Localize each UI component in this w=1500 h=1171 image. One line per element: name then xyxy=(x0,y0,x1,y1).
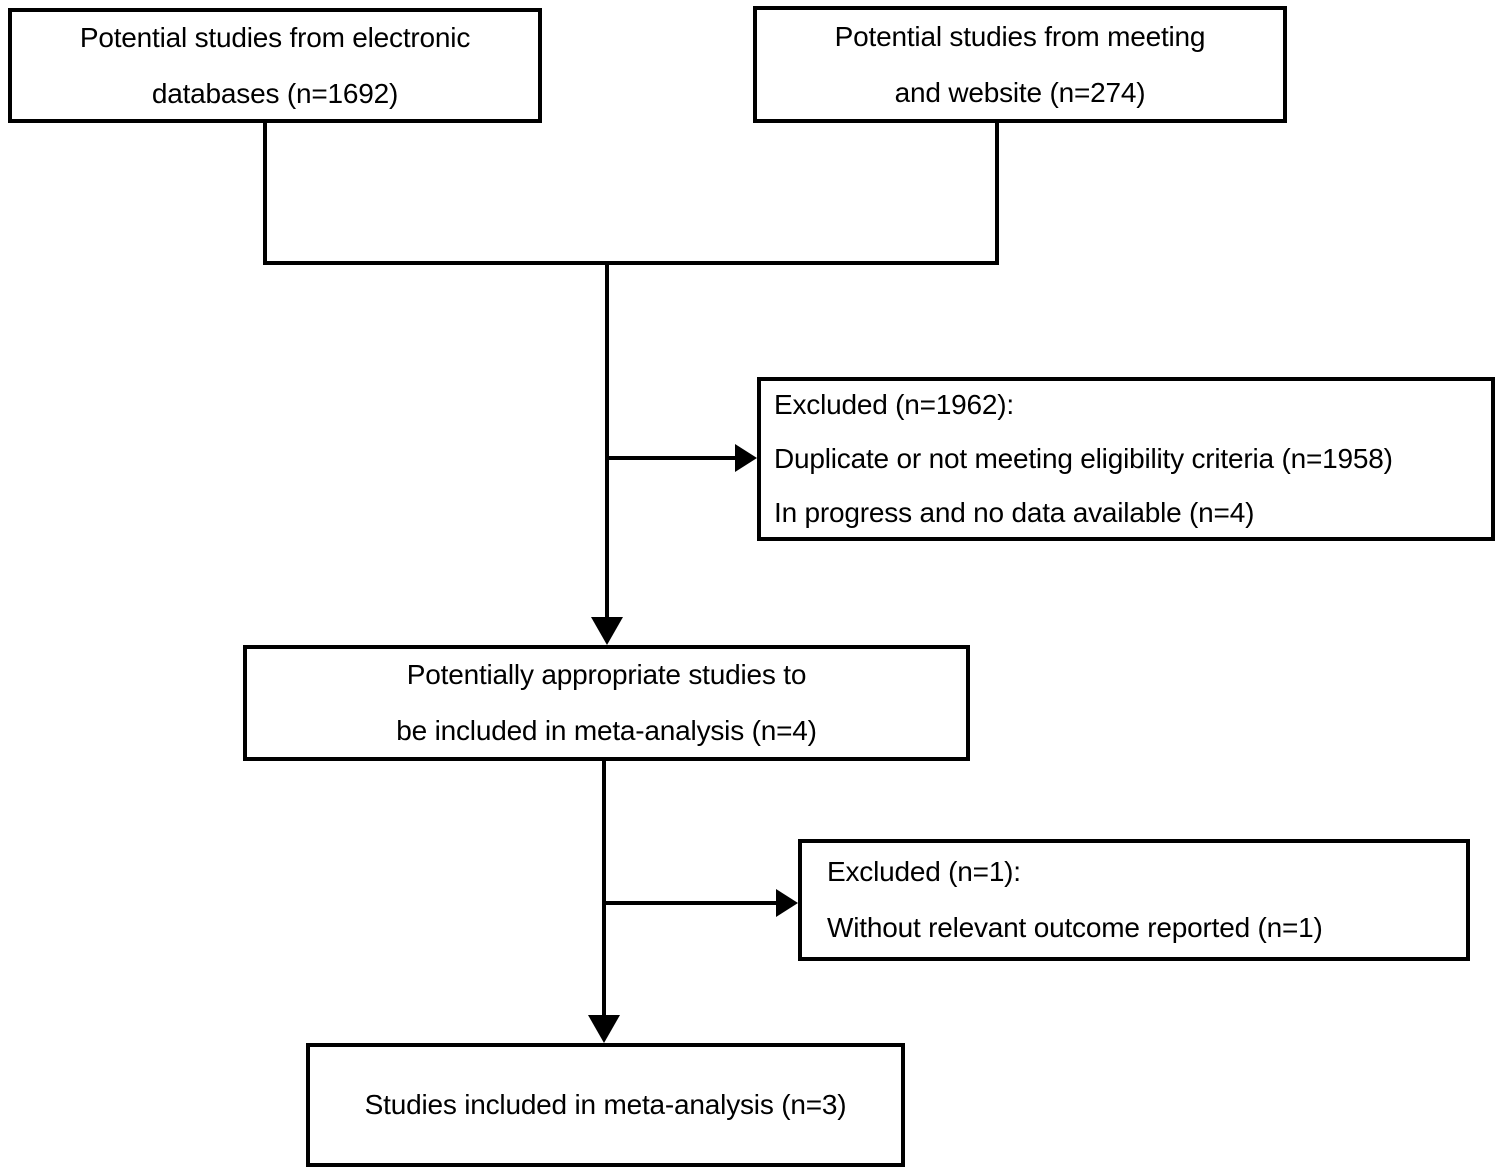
box-text-line: In progress and no data available (n=4) xyxy=(774,497,1255,528)
box-included-meta-analysis: Studies included in meta-analysis (n=3) xyxy=(306,1043,905,1167)
connector-electronic-down xyxy=(263,121,267,265)
box-text-line: Duplicate or not meeting eligibility cri… xyxy=(774,443,1393,474)
connector-branch-excluded-second xyxy=(602,901,777,905)
connector-meeting-down xyxy=(995,121,999,265)
arrowhead-into-included-icon xyxy=(588,1015,620,1043)
box-potentially-appropriate: Potentially appropriate studies to be in… xyxy=(243,645,970,761)
box-text-line: Potentially appropriate studies to xyxy=(406,659,807,690)
connector-merge-horizontal xyxy=(263,261,999,265)
box-excluded-second: Excluded (n=1): Without relevant outcome… xyxy=(798,839,1470,961)
arrowhead-into-excluded-first-icon xyxy=(735,444,757,472)
connector-branch-excluded-first xyxy=(605,456,737,460)
box-text-line: Without relevant outcome reported (n=1) xyxy=(827,912,1323,943)
connector-stem-screening xyxy=(605,261,609,617)
connector-stem-eligibility xyxy=(602,761,606,1015)
box-meeting-website: Potential studies from meeting and websi… xyxy=(753,6,1287,123)
box-text-line: Studies included in meta-analysis (n=3) xyxy=(364,1089,847,1120)
box-text-line: databases (n=1692) xyxy=(151,77,399,109)
box-text-line: be included in meta-analysis (n=4) xyxy=(396,715,817,746)
box-text-line: Potential studies from meeting xyxy=(834,20,1206,52)
box-text-line: and website (n=274) xyxy=(894,76,1146,108)
box-text-line: Excluded (n=1): xyxy=(827,856,1021,887)
box-excluded-first: Excluded (n=1962): Duplicate or not meet… xyxy=(757,377,1495,541)
arrowhead-into-appropriate-icon xyxy=(591,617,623,645)
box-electronic-databases: Potential studies from electronic databa… xyxy=(8,8,542,123)
arrowhead-into-excluded-second-icon xyxy=(776,889,798,917)
box-text-line: Potential studies from electronic xyxy=(79,21,471,53)
box-text-line: Excluded (n=1962): xyxy=(774,389,1015,420)
